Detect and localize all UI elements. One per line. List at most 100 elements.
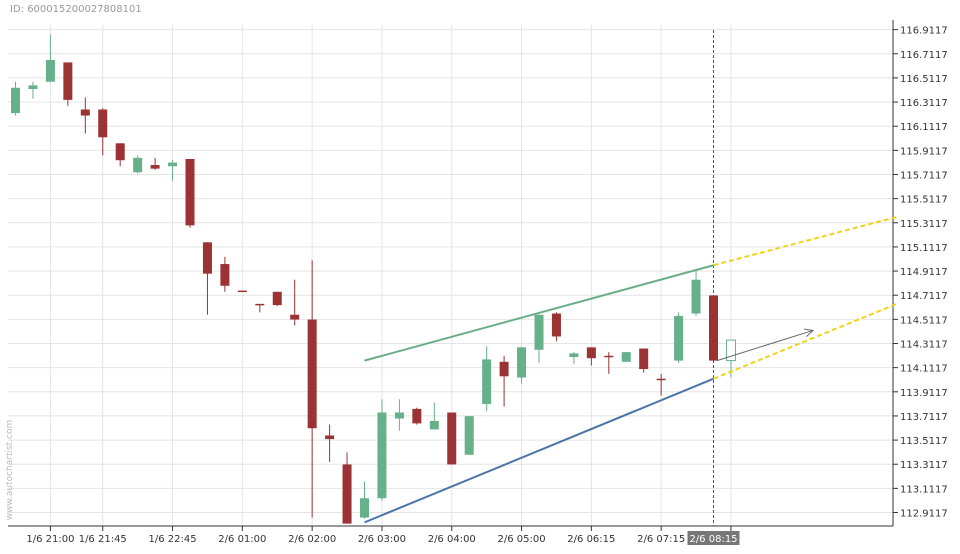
x-tick-label: 2/6 03:00	[358, 534, 406, 545]
watermark: www.autochartist.com	[5, 419, 15, 521]
candle-body	[517, 347, 527, 378]
candle	[115, 143, 125, 167]
candle	[237, 290, 247, 293]
y-tick-label: 114.5117	[900, 315, 948, 326]
y-tick-label: 115.3117	[900, 219, 948, 230]
candle	[429, 402, 439, 430]
candle	[394, 399, 404, 431]
candle	[621, 352, 631, 362]
candle	[307, 260, 317, 518]
candle	[342, 452, 352, 524]
forecast-upper-line	[713, 215, 897, 267]
candle-body	[133, 157, 143, 173]
candle-body	[28, 85, 38, 89]
candle-body	[325, 435, 335, 440]
y-tick-label: 116.7117	[900, 50, 948, 61]
candle-body	[360, 498, 369, 518]
candle-body-current	[725, 339, 736, 362]
candle	[482, 346, 492, 412]
candle-body	[639, 348, 649, 370]
hover-time-label-bg	[687, 531, 740, 545]
x-tick-label: 1/6 22:45	[149, 534, 197, 545]
hover-time-label: 2/6 08:15	[689, 534, 737, 545]
candle-body	[429, 420, 439, 430]
candle-body	[255, 303, 265, 306]
x-tick-label: 2/6 07:15	[637, 534, 685, 545]
support-line	[364, 377, 714, 524]
candle-body	[307, 319, 317, 429]
candle	[28, 81, 38, 99]
candle	[325, 424, 335, 463]
candle	[255, 303, 265, 313]
chart-id-label: ID: 600015200027808101	[10, 4, 142, 15]
candle-body	[412, 408, 422, 424]
candle-body	[342, 464, 352, 524]
y-tick-label: 116.9117	[900, 26, 948, 37]
y-tick-label: 114.1117	[900, 364, 948, 375]
candle-body	[220, 264, 230, 286]
candle	[290, 279, 300, 326]
candle	[639, 348, 649, 373]
candle-body	[551, 313, 561, 337]
y-tick-label: 115.9117	[900, 146, 948, 157]
candle	[604, 352, 614, 374]
candle-body	[674, 315, 684, 361]
candle	[360, 481, 369, 519]
candle-body	[656, 378, 666, 381]
candle-body	[185, 159, 195, 226]
candle-body	[447, 412, 457, 465]
candle	[656, 373, 666, 396]
x-tick-label: 2/6 06:15	[567, 534, 615, 545]
candle-body	[98, 109, 108, 138]
candle-body	[499, 361, 509, 377]
y-tick-label: 113.7117	[900, 412, 948, 423]
candle-body	[394, 412, 404, 419]
candle-body	[202, 242, 212, 274]
candle-body	[80, 109, 90, 116]
candle	[517, 347, 527, 384]
candle-body	[482, 359, 492, 405]
candle-body	[63, 62, 73, 100]
candle	[586, 347, 596, 366]
y-tick-label: 115.1117	[900, 243, 948, 254]
x-tick-label: 2/6 01:00	[218, 534, 266, 545]
candle-body	[586, 347, 596, 359]
candle-body	[237, 290, 247, 293]
candle-body	[115, 143, 125, 161]
candle-body	[604, 355, 614, 358]
candle	[674, 312, 684, 364]
candle-body	[534, 314, 544, 350]
candle-body	[272, 291, 282, 306]
candle-body	[691, 279, 701, 314]
candle-body	[45, 60, 55, 82]
y-tick-label: 114.3117	[900, 340, 948, 351]
candle-body	[11, 87, 20, 114]
candle	[551, 312, 561, 342]
y-tick-label: 113.9117	[900, 388, 948, 399]
y-tick-label: 113.5117	[900, 436, 948, 447]
candle	[63, 62, 73, 106]
candle-body	[709, 295, 718, 361]
forecast-arrow-head	[803, 328, 815, 337]
candle	[168, 160, 178, 181]
y-tick-label: 115.7117	[900, 170, 948, 181]
y-tick-label: 114.9117	[900, 267, 948, 278]
candle-body	[290, 314, 300, 320]
y-tick-label: 113.1117	[900, 484, 948, 495]
candle	[377, 399, 387, 501]
candle	[569, 352, 579, 365]
y-tick-label: 114.7117	[900, 291, 948, 302]
candle-body	[377, 412, 387, 499]
candle-body	[464, 416, 474, 455]
candle	[447, 412, 457, 465]
y-tick-label: 115.5117	[900, 195, 948, 206]
candle	[709, 295, 718, 362]
resistance-line	[364, 264, 714, 362]
y-tick-label: 116.1117	[900, 122, 948, 133]
candle	[220, 256, 230, 292]
candle	[202, 242, 212, 315]
y-tick-label: 116.3117	[900, 98, 948, 109]
candle	[150, 157, 160, 170]
